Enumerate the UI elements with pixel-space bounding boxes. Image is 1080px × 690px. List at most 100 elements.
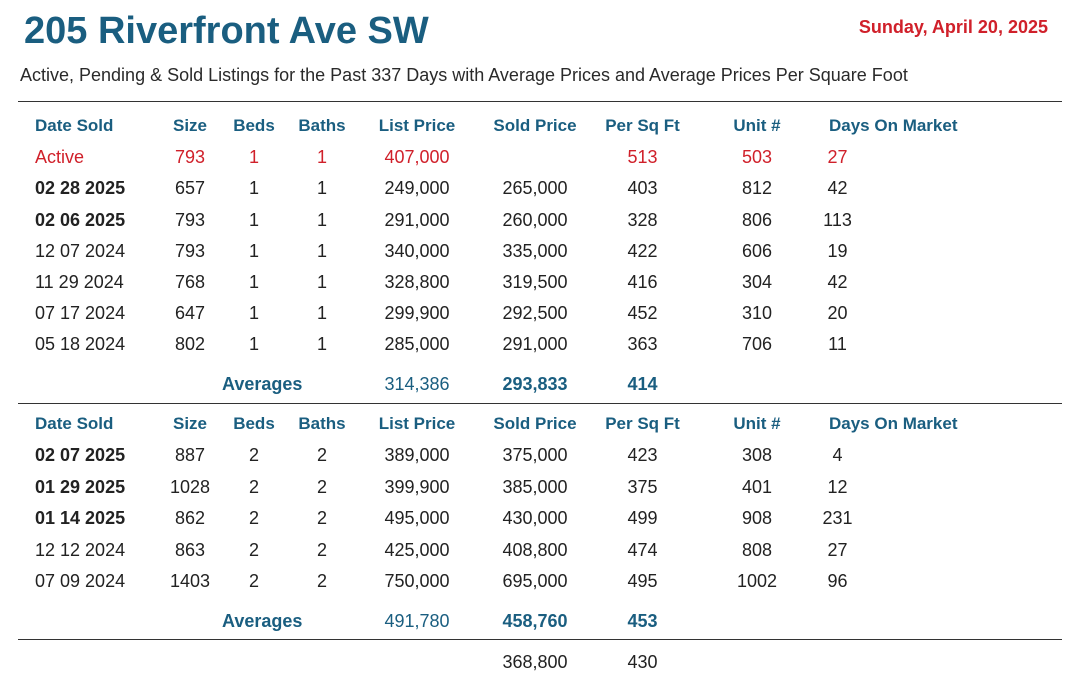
cell-baths: 2 [316, 477, 327, 497]
avg-per-sq-ft: 414 [627, 374, 658, 394]
col-date-sold: Date Sold [35, 414, 114, 433]
cell-days-on-market: 12 [827, 477, 848, 497]
averages-label: Averages [222, 611, 303, 631]
cell-days-on-market: 96 [827, 571, 848, 591]
cell-list-price: 750,000 [384, 571, 450, 591]
cell-date: 12 12 2024 [35, 540, 126, 560]
table-row: 01 29 2025 1028 2 2 399,900 385,000 375 … [0, 472, 1080, 502]
averages-label: Averages [222, 374, 303, 394]
cell-size: 1403 [169, 571, 211, 591]
table-row: 07 09 2024 1403 2 2 750,000 695,000 495 … [0, 566, 1080, 596]
cell-days-on-market: 4 [832, 445, 843, 465]
cell-beds: 1 [248, 272, 259, 292]
cell-size: 768 [174, 272, 206, 292]
cell-unit: 806 [741, 210, 773, 230]
cell-baths: 2 [316, 445, 327, 465]
cell-days-on-market: 27 [827, 540, 848, 560]
cell-sold-price: 319,500 [502, 272, 568, 292]
bottom-divider [18, 639, 1062, 640]
cell-size: 862 [174, 508, 206, 528]
col-size: Size [172, 116, 208, 135]
cell-per-sq-ft: 416 [627, 272, 658, 292]
cell-unit: 606 [741, 241, 773, 261]
col-days-on-market: Days On Market [829, 414, 958, 433]
cell-sold-price: 695,000 [502, 571, 568, 591]
cell-size: 657 [174, 178, 206, 198]
col-list-price: List Price [378, 414, 456, 433]
cell-sold-price: 375,000 [502, 445, 568, 465]
cell-date: Active [35, 147, 85, 167]
cell-beds: 1 [248, 178, 259, 198]
cell-per-sq-ft: 452 [627, 303, 658, 323]
avg-per-sq-ft: 453 [627, 611, 658, 631]
col-beds: Beds [233, 116, 275, 135]
col-baths: Baths [298, 414, 346, 433]
cell-date: 11 29 2024 [35, 272, 124, 292]
cell-days-on-market: 231 [822, 508, 853, 528]
cell-sold-price: 430,000 [502, 508, 568, 528]
table-row: 02 28 2025 657 1 1 249,000 265,000 403 8… [0, 173, 1080, 203]
cell-days-on-market: 42 [827, 272, 848, 292]
cell-list-price: 340,000 [384, 241, 450, 261]
table-row: Active 793 1 1 407,000 513 503 27 [0, 142, 1080, 172]
col-unit: Unit # [733, 116, 781, 135]
col-per-sq-ft: Per Sq Ft [605, 116, 680, 135]
table-row: 01 14 2025 862 2 2 495,000 430,000 499 9… [0, 503, 1080, 533]
cell-unit: 310 [741, 303, 773, 323]
cell-days-on-market: 42 [827, 178, 848, 198]
cell-baths: 1 [316, 147, 327, 167]
avg-sold-price: 293,833 [502, 374, 568, 394]
cell-beds: 1 [248, 334, 259, 354]
averages-row: Averages 491,780 458,760 453 [0, 606, 1080, 636]
cell-beds: 1 [248, 241, 259, 261]
cell-list-price: 399,900 [384, 477, 450, 497]
cell-baths: 2 [316, 571, 327, 591]
cell-days-on-market: 20 [827, 303, 848, 323]
col-list-price: List Price [378, 116, 456, 135]
cell-sold-price: 292,500 [502, 303, 568, 323]
table-row: 12 07 2024 793 1 1 340,000 335,000 422 6… [0, 236, 1080, 266]
table-row: 05 18 2024 802 1 1 285,000 291,000 363 7… [0, 329, 1080, 359]
cell-sold-price: 265,000 [502, 178, 568, 198]
cell-size: 863 [174, 540, 206, 560]
cell-size: 887 [174, 445, 206, 465]
cell-sold-price: 335,000 [502, 241, 568, 261]
col-sold-price: Sold Price [493, 414, 577, 433]
cell-size: 793 [174, 210, 206, 230]
report-subtitle: Active, Pending & Sold Listings for the … [20, 65, 908, 85]
cell-per-sq-ft: 422 [627, 241, 658, 261]
cell-list-price: 249,000 [384, 178, 450, 198]
table-header: Date Sold Size Beds Baths List Price Sol… [0, 111, 1080, 141]
table-row: 02 07 2025 887 2 2 389,000 375,000 423 3… [0, 440, 1080, 470]
cell-per-sq-ft: 499 [627, 508, 658, 528]
cell-beds: 2 [248, 540, 259, 560]
col-beds: Beds [233, 414, 275, 433]
cell-list-price: 407,000 [384, 147, 450, 167]
cell-list-price: 291,000 [384, 210, 450, 230]
cell-baths: 2 [316, 540, 327, 560]
col-size: Size [172, 414, 208, 433]
cell-date: 07 09 2024 [35, 571, 126, 591]
cell-unit: 812 [741, 178, 773, 198]
col-per-sq-ft: Per Sq Ft [605, 414, 680, 433]
col-unit: Unit # [733, 414, 781, 433]
col-date-sold: Date Sold [35, 116, 114, 135]
table-row: 11 29 2024 768 1 1 328,800 319,500 416 3… [0, 267, 1080, 297]
cell-size: 802 [174, 334, 206, 354]
cell-date: 01 14 2025 [35, 508, 126, 528]
cell-baths: 1 [316, 210, 327, 230]
cell-list-price: 285,000 [384, 334, 450, 354]
cell-date: 02 06 2025 [35, 210, 126, 230]
cell-per-sq-ft: 513 [627, 147, 658, 167]
cell-baths: 1 [316, 241, 327, 261]
cell-beds: 2 [248, 477, 259, 497]
cell-baths: 1 [316, 178, 327, 198]
cell-per-sq-ft: 375 [627, 477, 658, 497]
cell-sold-price: 385,000 [502, 477, 568, 497]
section-divider [18, 403, 1062, 404]
cell-unit: 401 [741, 477, 773, 497]
cell-unit: 1002 [736, 571, 778, 591]
avg-list-price: 491,780 [384, 611, 450, 631]
cell-unit: 503 [741, 147, 773, 167]
report-date: Sunday, April 20, 2025 [858, 17, 1048, 37]
